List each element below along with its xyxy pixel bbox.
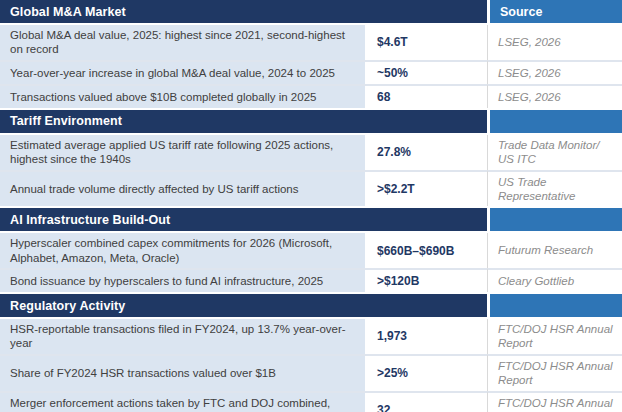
section-header: Tariff Environment — [0, 110, 622, 133]
table-row: HSR-reportable transactions filed in FY2… — [0, 319, 622, 354]
source-cell: Cleary Gottlieb — [487, 268, 622, 292]
table-row: Estimated average applied US tariff rate… — [0, 135, 622, 170]
metric-value-cell: ~50% — [365, 60, 487, 84]
table-row: Share of FY2024 HSR transactions valued … — [0, 354, 622, 391]
metric-label-cell: Estimated average applied US tariff rate… — [0, 135, 365, 170]
source-cell: Trade Data Monitor/ US ITC — [487, 135, 622, 170]
metric-label-cell: Bond issuance by hyperscalers to fund AI… — [0, 268, 365, 292]
metric-label-cell: Global M&A deal value, 2025: highest sin… — [0, 25, 365, 60]
metric-label-cell: Hyperscaler combined capex commitments f… — [0, 233, 365, 268]
metric-label-cell: Year-over-year increase in global M&A de… — [0, 60, 365, 84]
section-regulatory-activity: Regulatory Activity HSR-reportable trans… — [0, 294, 622, 412]
section-tariff-environment: Tariff Environment Estimated average app… — [0, 110, 622, 207]
metric-value-cell: >25% — [365, 354, 487, 391]
section-title: AI Infrastructure Build-Out — [0, 208, 487, 231]
source-cell: US Trade Representative — [487, 170, 622, 207]
source-cell: LSEG, 2026 — [487, 84, 622, 108]
source-column-strip — [487, 208, 622, 231]
source-cell: Futurum Research — [487, 233, 622, 268]
section-title: Tariff Environment — [0, 110, 487, 133]
source-column-strip — [487, 110, 622, 133]
section-ai-infrastructure: AI Infrastructure Build-Out Hyperscaler … — [0, 208, 622, 292]
metric-value-cell: >$2.2T — [365, 170, 487, 207]
section-global-ma-market: Global M&A Market Source Global M&A deal… — [0, 0, 622, 108]
metric-label-cell: Annual trade volume directly affected by… — [0, 170, 365, 207]
source-column-header: Source — [487, 0, 622, 23]
table-row: Year-over-year increase in global M&A de… — [0, 60, 622, 84]
metric-label-cell: HSR-reportable transactions filed in FY2… — [0, 319, 365, 354]
section-header: Global M&A Market Source — [0, 0, 622, 23]
metric-value-cell: $660B–$690B — [365, 233, 487, 268]
source-cell: FTC/DOJ HSR Annual Report — [487, 354, 622, 391]
source-cell: LSEG, 2026 — [487, 25, 622, 60]
metric-value-cell: 27.8% — [365, 135, 487, 170]
ma-market-stats-table: Global M&A Market Source Global M&A deal… — [0, 0, 622, 412]
metric-label-cell: Transactions valued above $10B completed… — [0, 84, 365, 108]
metric-value-cell: 1,973 — [365, 319, 487, 354]
table-row: Merger enforcement actions taken by FTC … — [0, 391, 622, 412]
metric-label-cell: Share of FY2024 HSR transactions valued … — [0, 354, 365, 391]
section-header: AI Infrastructure Build-Out — [0, 208, 622, 231]
metric-value-cell: 32 — [365, 391, 487, 412]
metric-label-cell: Merger enforcement actions taken by FTC … — [0, 391, 365, 412]
section-title: Global M&A Market — [0, 0, 487, 23]
table-row: Bond issuance by hyperscalers to fund AI… — [0, 268, 622, 292]
section-title: Regulatory Activity — [0, 294, 487, 317]
section-header: Regulatory Activity — [0, 294, 622, 317]
source-column-strip — [487, 294, 622, 317]
source-cell: FTC/DOJ HSR Annual Report — [487, 391, 622, 412]
metric-value-cell: 68 — [365, 84, 487, 108]
metric-value-cell: $4.6T — [365, 25, 487, 60]
table-row: Global M&A deal value, 2025: highest sin… — [0, 25, 622, 60]
table-row: Hyperscaler combined capex commitments f… — [0, 233, 622, 268]
source-cell: LSEG, 2026 — [487, 60, 622, 84]
table-row: Transactions valued above $10B completed… — [0, 84, 622, 108]
table-row: Annual trade volume directly affected by… — [0, 170, 622, 207]
source-cell: FTC/DOJ HSR Annual Report — [487, 319, 622, 354]
metric-value-cell: >$120B — [365, 268, 487, 292]
